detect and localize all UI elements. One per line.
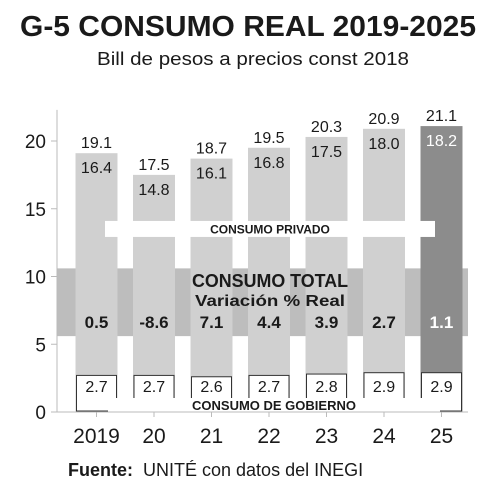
x-tick-label: 22 xyxy=(257,425,280,448)
y-tick-label: 0 xyxy=(35,403,46,424)
labels-layer: CONSUMO PRIVADO CONSUMO DE GOBIERNO CONSUM… xyxy=(81,108,457,413)
data-label-government: 2.7 xyxy=(85,379,107,396)
bar-total xyxy=(75,153,118,412)
band-label-private: CONSUMO PRIVADO xyxy=(210,222,330,236)
data-label-total: 21.1 xyxy=(426,108,457,125)
data-label-variation: 4.4 xyxy=(257,313,281,332)
source-label: Fuente: xyxy=(68,460,133,480)
x-tick-label: 21 xyxy=(200,425,223,448)
bar-total xyxy=(133,174,175,412)
data-label-government: 2.7 xyxy=(143,379,165,396)
x-tick-label: 25 xyxy=(430,425,453,448)
band-label-private-bg xyxy=(105,220,435,237)
total-variation-subtitle: Variación % Real xyxy=(195,293,345,310)
data-label-variation: 1.1 xyxy=(430,313,454,332)
data-label-government: 2.6 xyxy=(200,379,222,396)
total-variation-title: CONSUMO TOTAL xyxy=(192,271,348,291)
data-label-private: 14.8 xyxy=(138,182,169,199)
data-label-private: 17.5 xyxy=(311,144,342,161)
data-label-total: 19.5 xyxy=(253,130,284,147)
x-tick-label: 23 xyxy=(315,425,338,448)
chart-subtitle: Bill de pesos a precios const 2018 xyxy=(97,49,409,69)
y-tick-label: 5 xyxy=(35,335,46,356)
data-label-variation: 2.7 xyxy=(372,313,396,332)
data-label-private: 16.8 xyxy=(253,155,284,172)
data-label-total: 20.9 xyxy=(368,111,399,128)
data-label-total: 17.5 xyxy=(138,157,169,174)
source-text: UNITÉ con datos del INEGI xyxy=(143,460,363,480)
data-label-total: 19.1 xyxy=(81,135,112,152)
data-label-total: 20.3 xyxy=(311,119,342,136)
bar-total xyxy=(363,128,405,412)
data-label-private: 18.0 xyxy=(368,136,399,153)
y-tick-label: 10 xyxy=(25,268,46,289)
bar-total xyxy=(420,126,463,412)
data-label-variation: 3.9 xyxy=(315,313,339,332)
y-axis: 0 5 10 15 20 xyxy=(25,109,58,424)
data-label-private: 18.2 xyxy=(426,133,457,150)
data-label-government: 2.7 xyxy=(258,379,280,396)
data-label-variation: -8.6 xyxy=(139,313,168,332)
bar-total xyxy=(248,147,290,412)
chart-title: G-5 CONSUMO REAL 2019-2025 xyxy=(20,11,476,43)
data-label-government: 2.8 xyxy=(315,379,337,396)
data-label-government: 2.9 xyxy=(430,379,452,396)
data-label-government: 2.9 xyxy=(373,379,395,396)
data-label-total: 18.7 xyxy=(196,141,227,158)
source-note: Fuente: UNITÉ con datos del INEGI xyxy=(68,460,363,480)
data-label-private: 16.4 xyxy=(81,160,112,177)
data-label-private: 16.1 xyxy=(196,166,227,183)
x-tick-label: 20 xyxy=(142,425,165,448)
band-label-government-bg xyxy=(108,398,440,412)
bar-total xyxy=(190,158,233,412)
y-tick-label: 20 xyxy=(25,132,46,153)
data-label-variation: 0.5 xyxy=(85,313,109,332)
data-label-variation: 7.1 xyxy=(200,313,224,332)
x-tick-label: 24 xyxy=(372,425,396,448)
x-axis: 2019 20 21 22 23 24 25 xyxy=(57,411,468,448)
x-tick-label: 2019 xyxy=(73,425,120,448)
band-label-government: CONSUMO DE GOBIERNO xyxy=(192,398,356,413)
bar-total xyxy=(305,136,348,412)
bars-layer xyxy=(75,126,463,412)
y-tick-label: 15 xyxy=(25,200,46,221)
